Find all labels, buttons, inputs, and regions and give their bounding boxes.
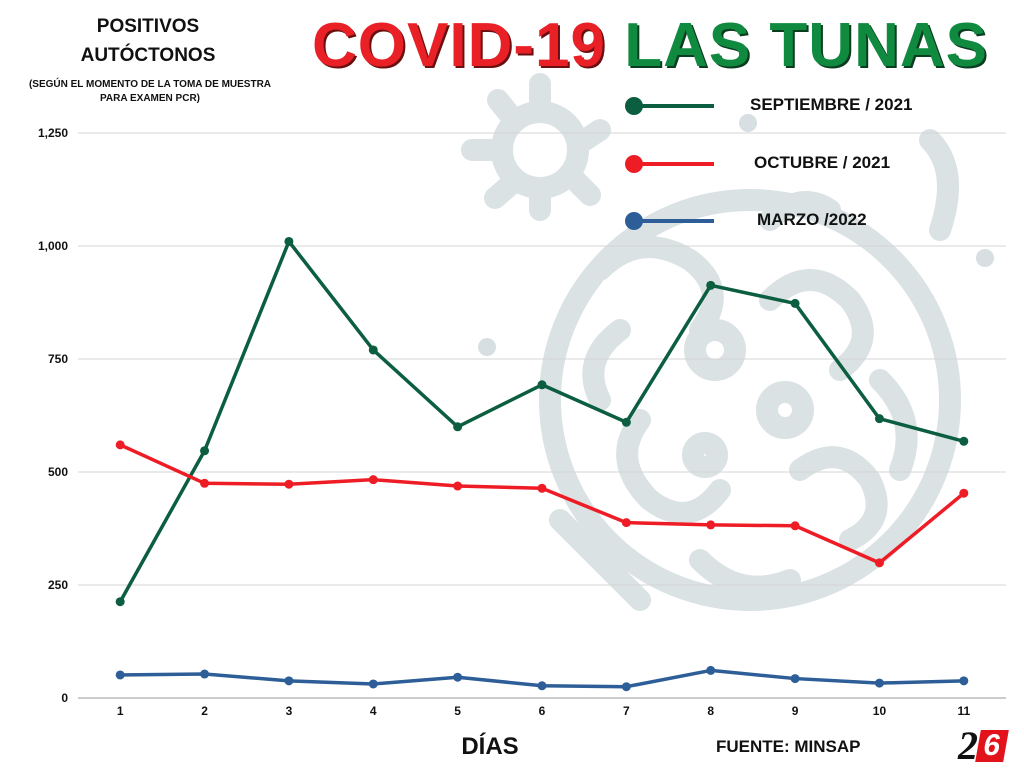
data-point [200,669,210,679]
y-axis-note-line1: (SEGÚN EL MOMENTO DE LA TOMA DE MUESTRA [28,79,272,90]
x-tick-label: 10 [873,704,887,718]
data-point [537,681,547,691]
data-point [200,446,210,456]
data-point [284,479,294,489]
data-point [621,417,631,427]
legend-marker [625,212,643,230]
data-point [790,521,800,531]
data-point [453,672,463,682]
logo-digit-right: 6 [975,729,1009,762]
legend-marker [625,97,643,115]
data-point [368,475,378,485]
data-point [874,558,884,568]
series-2 [115,440,969,568]
data-point [621,518,631,528]
data-point [874,678,884,688]
x-tick-label: 7 [623,704,630,718]
x-tick-label: 6 [539,704,546,718]
data-point [284,236,294,246]
legend-marker [625,155,643,173]
x-axis-title: DÍAS [461,733,519,760]
y-axis-ticks: 0 250 500 750 1,000 1,250 [38,126,68,705]
data-point [115,440,125,450]
chart-title-part2: LAS TUNAS [624,11,988,80]
y-axis-title-line1: POSITIVOS [96,16,200,37]
x-axis-ticks: 1 2 3 4 5 6 7 8 9 10 11 [117,704,971,718]
data-point [959,676,969,686]
data-point [200,478,210,488]
data-point [621,682,631,692]
y-axis-title-line2: AUTÓCTONOS [80,45,216,66]
data-point [959,436,969,446]
data-point [453,422,463,432]
x-tick-label: 2 [201,704,208,718]
x-tick-label: 1 [117,704,124,718]
legend-label: OCTUBRE / 2021 [754,153,891,172]
y-axis-title: POSITIVOS AUTÓCTONOS [80,12,216,70]
chart-title: COVID-19 LAS TUNAS [312,6,1012,86]
x-tick-label: 5 [454,704,461,718]
data-point [115,597,125,607]
y-tick-label: 750 [48,352,68,366]
data-point [537,380,547,390]
data-point [790,298,800,308]
data-point [537,483,547,493]
x-tick-label: 8 [707,704,714,718]
source-label: FUENTE: MINSAP [716,737,861,756]
data-point [284,676,294,686]
y-axis-note-line2: PARA EXAMEN PCR) [99,93,200,104]
legend-label: MARZO /2022 [757,210,867,229]
grid-lines [78,132,1006,699]
data-point [874,414,884,424]
virus-watermark-icon [461,73,994,611]
data-point [115,670,125,680]
y-axis-note: (SEGÚN EL MOMENTO DE LA TOMA DE MUESTRA … [10,78,290,106]
legend-label: SEPTIEMBRE / 2021 [750,95,913,114]
data-point [368,679,378,689]
x-tick-label: 4 [370,704,377,718]
data-point [959,488,969,498]
y-tick-label: 1,250 [38,126,68,140]
data-point [790,674,800,684]
data-point [368,345,378,355]
data-point [706,520,716,530]
series-1 [115,236,969,607]
data-point [706,665,716,675]
series-lines [115,236,969,692]
x-tick-label: 3 [286,704,293,718]
data-point [706,280,716,290]
y-tick-label: 500 [48,465,68,479]
chart-title-part1: COVID-19 [312,11,606,80]
data-point [453,481,463,491]
x-tick-label: 11 [957,704,970,718]
y-tick-label: 0 [61,691,68,705]
y-tick-label: 1,000 [38,239,68,253]
logo-26: 2 6 [958,723,1014,768]
legend [625,97,714,230]
y-tick-label: 250 [48,578,68,592]
x-tick-label: 9 [792,704,799,718]
logo-digit-left: 2 [958,723,978,768]
series-3 [115,665,969,692]
